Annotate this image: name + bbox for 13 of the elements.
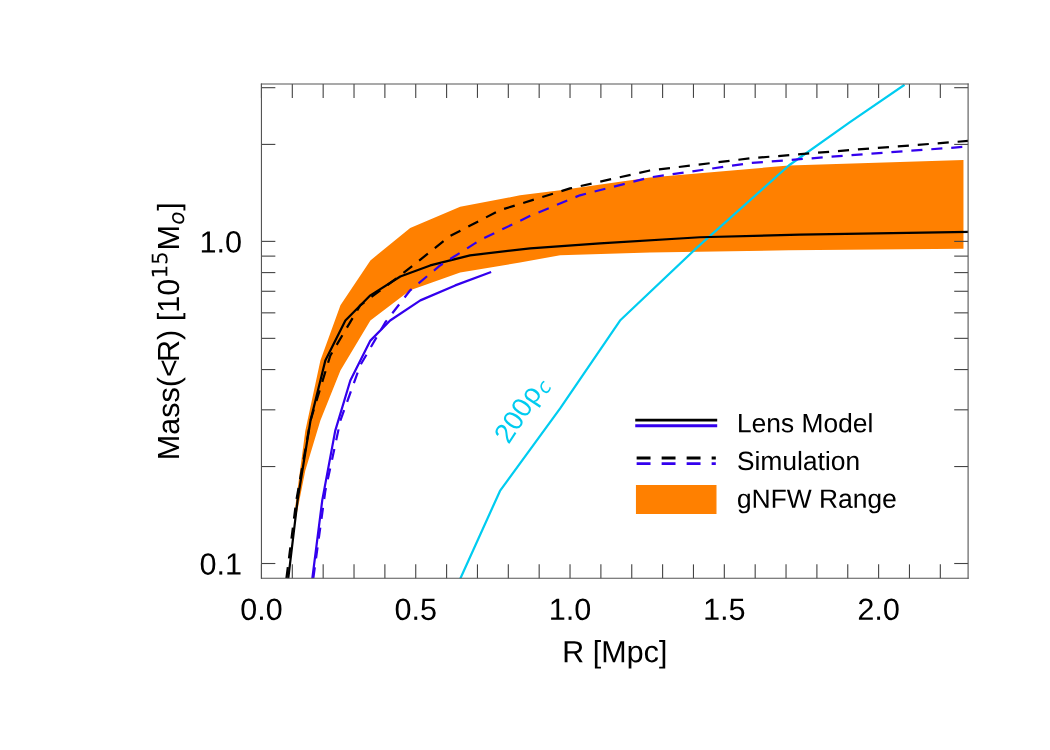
- y-axis-title: Mass(<R) [10$^{15}$M$_{o}$]: [151, 204, 186, 458]
- x-tick-label: 2.0: [858, 598, 899, 621]
- annotation: 200ρ$_{c}$: [493, 373, 554, 447]
- line-series: [459, 84, 905, 579]
- x-tick-label: 0.0: [241, 598, 282, 621]
- x-axis-title: R [Mpc]: [564, 640, 666, 669]
- x-tick-label: 0.5: [395, 598, 436, 621]
- legend-label: gNFW Range: [738, 489, 896, 514]
- x-tick-label: 1.0: [551, 598, 591, 621]
- legend-label: Lens Model: [739, 413, 872, 433]
- x-tick-label: 1.5: [705, 598, 745, 621]
- legend-label: Simulation: [738, 450, 859, 471]
- y-tick-label: 0.1: [200, 553, 241, 575]
